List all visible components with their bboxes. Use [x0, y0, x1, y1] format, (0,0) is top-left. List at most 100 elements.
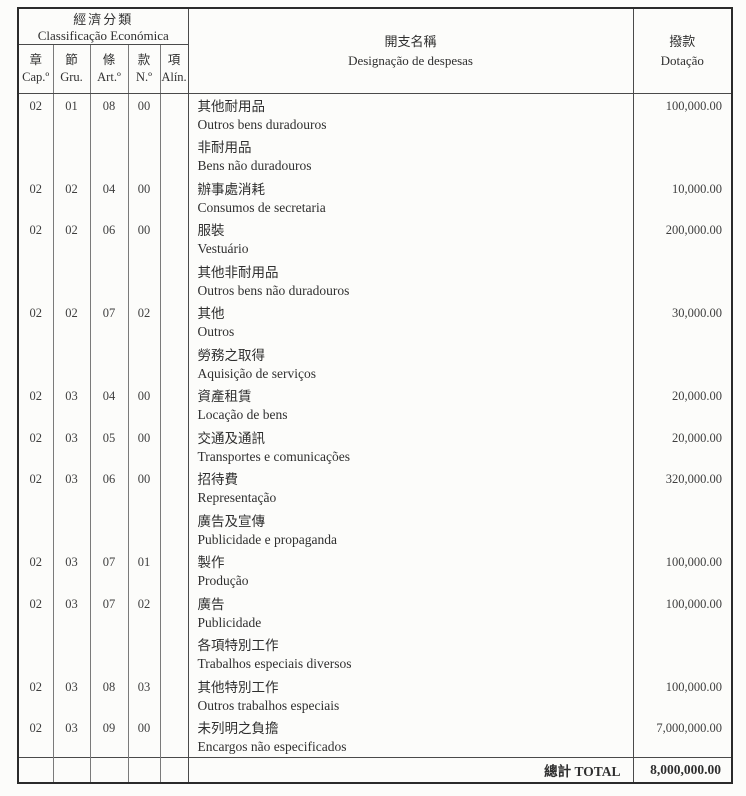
cap-cell	[18, 508, 54, 550]
designation-pt: Vestuário	[197, 241, 249, 256]
cap-cell	[18, 342, 54, 384]
column-header-cap: 章 Cap.º	[18, 44, 54, 94]
cap-cell: 02	[18, 591, 54, 633]
gru-cell	[53, 135, 91, 177]
designation-cell: 其他非耐用品 Outros bens não duradouros	[188, 259, 634, 301]
designation-zh: 其他非耐用品	[197, 264, 279, 280]
cap-cell: 02	[18, 218, 54, 260]
amount-cell	[633, 135, 732, 177]
cap-header-pt: Cap.º	[22, 70, 50, 84]
designation-cell: 廣告 Publicidade	[188, 591, 634, 633]
gru-header-pt: Gru.	[60, 70, 83, 84]
alin-cell	[160, 633, 189, 675]
designation-cell: 其他耐用品 Outros bens duradouros	[188, 93, 634, 135]
alin-cell	[160, 259, 189, 301]
n-cell: 01	[128, 550, 161, 592]
gru-cell: 03	[53, 674, 91, 716]
cap-cell: 02	[18, 550, 54, 592]
gru-cell	[53, 342, 91, 384]
column-header-gru: 節 Gru.	[53, 44, 91, 94]
classification-title-zh: 經濟分類	[73, 12, 134, 27]
designation-pt: Consumos de secretaria	[197, 199, 326, 215]
n-cell: 00	[128, 93, 161, 135]
n-cell: 03	[128, 674, 161, 716]
gru-cell: 02	[53, 301, 91, 343]
table-header: 經濟分類 Classificação Económica 開支名稱 Design…	[18, 8, 733, 94]
cap-cell: 02	[18, 425, 54, 467]
designation-cell: 各項特別工作 Trabalhos especiais diversos	[188, 633, 634, 675]
table-footer: 總計 TOTAL 8,000,000.00	[18, 757, 733, 783]
art-cell: 06	[90, 218, 129, 260]
table-row: 02 02 07 02 其他 Outros 30,000.00	[18, 301, 732, 343]
gru-cell: 01	[53, 93, 91, 135]
n-cell: 02	[128, 591, 161, 633]
designation-zh: 其他特別工作	[197, 679, 279, 695]
alin-cell	[160, 550, 189, 592]
designation-zh: 未列明之負擔	[197, 721, 279, 736]
alin-cell	[160, 508, 189, 550]
designation-title-zh: 開支名稱	[384, 34, 437, 49]
designation-pt: Publicidade	[197, 614, 262, 630]
table-row: 非耐用品 Bens não duradouros	[18, 135, 732, 177]
designation-cell: 服裝 Vestuário	[188, 218, 634, 260]
designation-pt: Publicidade e propaganda	[197, 531, 337, 547]
cap-cell	[18, 135, 54, 177]
table-row: 02 03 07 02 廣告 Publicidade 100,000.00	[18, 591, 732, 633]
designation-zh: 其他耐用品	[197, 99, 266, 114]
table-row: 02 03 09 00 未列明之負擔 Encargos não especifi…	[18, 716, 732, 758]
alin-cell	[160, 467, 189, 509]
table-row: 02 02 04 00 辦事處消耗 Consumos de secretaria…	[18, 176, 732, 218]
table-row: 02 01 08 00 其他耐用品 Outros bens duradouros…	[18, 93, 732, 135]
gru-cell: 03	[53, 550, 91, 592]
table-row: 各項特別工作 Trabalhos especiais diversos	[18, 633, 732, 675]
table-row: 02 03 08 03 其他特別工作 Outros trabalhos espe…	[18, 674, 732, 716]
art-cell: 08	[90, 674, 129, 716]
designation-zh: 招待費	[197, 472, 239, 487]
table-row: 02 03 04 00 資產租賃 Locação de bens 20,000.…	[18, 384, 732, 426]
total-label-pt: TOTAL	[574, 763, 621, 779]
alin-cell	[160, 176, 189, 218]
art-cell: 05	[90, 425, 129, 467]
gru-cell: 03	[53, 384, 91, 426]
designation-pt: Representação	[197, 490, 277, 505]
designation-zh: 廣告	[197, 596, 225, 612]
cap-cell: 02	[18, 301, 54, 343]
gru-cell	[53, 508, 91, 550]
cap-cell: 02	[18, 716, 54, 758]
classification-group-header: 經濟分類 Classificação Económica	[18, 8, 189, 45]
n-cell	[128, 508, 161, 550]
alin-cell	[160, 342, 189, 384]
art-cell: 06	[90, 467, 129, 509]
alin-cell	[160, 425, 189, 467]
column-header-alin: 項 Alín.	[160, 44, 189, 94]
art-cell: 09	[90, 716, 129, 758]
designation-zh: 服裝	[197, 223, 225, 238]
cap-cell	[18, 259, 54, 301]
designation-pt: Outros bens não duradouros	[197, 282, 350, 298]
total-row: 總計 TOTAL 8,000,000.00	[18, 757, 733, 783]
table-row: 02 03 05 00 交通及通訊 Transportes e comunica…	[18, 425, 732, 467]
amount-cell: 100,000.00	[665, 555, 723, 569]
designation-zh: 製作	[197, 555, 225, 570]
table-row: 02 03 06 00 招待費 Representação 320,000.00	[18, 467, 732, 509]
designation-pt: Locação de bens	[197, 407, 288, 422]
designation-pt: Outros trabalhos especiais	[197, 697, 340, 713]
amount-cell: 320,000.00	[665, 472, 723, 486]
art-cell: 07	[90, 301, 129, 343]
designation-pt: Aquisição de serviços	[197, 365, 316, 381]
dotacao-title-zh: 撥款	[669, 34, 696, 49]
gru-cell: 03	[53, 467, 91, 509]
gru-cell	[53, 633, 91, 675]
amount-cell	[633, 633, 732, 675]
gru-cell	[53, 259, 91, 301]
column-header-n: 款 N.º	[128, 44, 161, 94]
art-cell	[90, 633, 129, 675]
n-cell: 00	[128, 467, 161, 509]
art-cell: 04	[90, 176, 129, 218]
table-row: 02 03 07 01 製作 Produção 100,000.00	[18, 550, 732, 592]
amount-cell: 100,000.00	[665, 679, 723, 694]
designation-cell: 廣告及宣傳 Publicidade e propaganda	[188, 508, 634, 550]
designation-zh: 交通及通訊	[197, 430, 266, 446]
amount-cell: 10,000.00	[672, 181, 723, 196]
